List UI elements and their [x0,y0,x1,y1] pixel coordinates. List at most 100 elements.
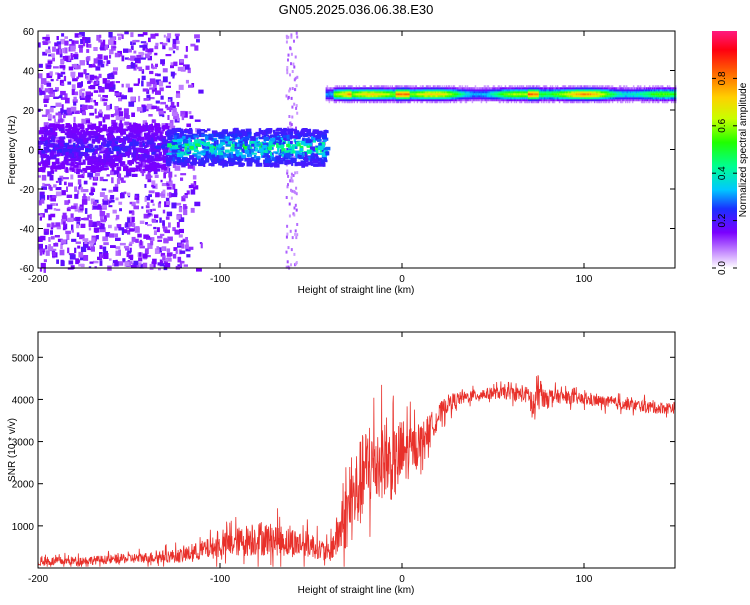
heat-cell [582,95,585,98]
heat-cell [358,95,361,98]
heat-cell [74,65,81,70]
heat-cell [63,177,69,180]
heat-cell [198,89,204,94]
heat-cell [480,97,483,100]
heat-cell [325,97,328,100]
heat-cell [481,93,484,96]
heat-cell [368,89,371,92]
heat-cell [418,97,421,100]
heat-cell [159,114,164,117]
heat-cell [100,61,106,64]
heat-cell [98,86,105,93]
heat-cell [167,236,173,241]
heat-cell [530,87,533,90]
heat-cell [163,238,169,244]
heat-cell [567,91,570,94]
heat-cell [440,97,443,100]
heat-cell [461,99,464,102]
heat-cell [383,93,386,96]
heat-cell [383,101,386,104]
heat-cell [435,87,438,90]
heat-cell [365,97,368,100]
heat-cell [73,142,76,147]
heat-cell [443,91,446,94]
heat-cell [70,157,76,162]
heat-cell [176,102,180,107]
heat-cell [345,93,348,96]
heat-cell [98,111,103,118]
heat-cell [368,91,371,94]
heat-cell [172,44,177,49]
heat-cell [580,91,583,94]
heat-cell [110,114,115,118]
heat-cell [324,130,329,134]
heat-cell [571,95,574,98]
heat-cell [162,257,166,261]
heat-cell [365,89,368,92]
heat-cell [47,113,52,119]
heat-cell [98,155,101,159]
heat-cell [73,96,77,101]
heat-cell [77,162,83,166]
heat-cell [478,99,481,102]
heat-cell [168,123,173,128]
heat-cell [153,230,157,235]
heat-cell [491,89,494,92]
heat-cell [136,137,139,142]
heat-cell [510,87,513,90]
heat-cell [438,89,441,92]
heat-cell [432,89,435,92]
heat-cell [233,156,239,160]
heat-cell [422,89,425,92]
heat-cell [293,252,296,256]
heat-cell [582,97,585,100]
heat-cell [327,99,330,102]
heat-cell [126,227,130,230]
heat-cell [414,95,417,98]
heat-cell [550,99,553,102]
heat-cell [45,36,50,41]
heat-cell [389,101,392,104]
heat-cell [414,91,417,94]
heat-cell [348,99,351,102]
heat-cell [461,87,464,90]
heat-cell [162,128,165,132]
heat-cell [61,215,68,221]
heat-cell [403,97,406,100]
heat-cell [572,101,575,104]
heat-cell [366,89,369,92]
heat-cell [340,93,343,96]
heat-cell [499,91,502,94]
heat-cell [561,93,564,96]
heat-cell [328,101,331,104]
heat-cell [413,87,416,90]
heat-cell [470,87,473,90]
heat-cell [66,153,73,157]
heat-cell [140,168,146,174]
heat-cell [381,95,384,98]
heat-cell [410,99,413,102]
heat-cell [390,91,393,94]
heat-cell [432,87,435,90]
heat-cell [391,93,394,96]
heat-cell [96,34,101,41]
heat-cell [437,87,440,90]
heat-cell [519,87,522,90]
heat-cell [346,97,349,100]
heat-cell [483,99,486,102]
heat-cell [80,39,83,44]
heat-cell [561,95,564,98]
heat-cell [102,246,107,252]
heat-cell [406,85,409,88]
heat-cell [580,87,583,90]
heat-cell [552,101,555,104]
heat-cell [129,167,136,173]
heat-cell [342,87,345,90]
heat-cell [559,89,562,92]
heat-cell [533,93,536,96]
heat-cell [335,85,338,88]
heat-cell [425,85,428,88]
heat-cell [236,143,242,147]
heat-cell [151,180,156,186]
heat-cell [326,93,329,96]
